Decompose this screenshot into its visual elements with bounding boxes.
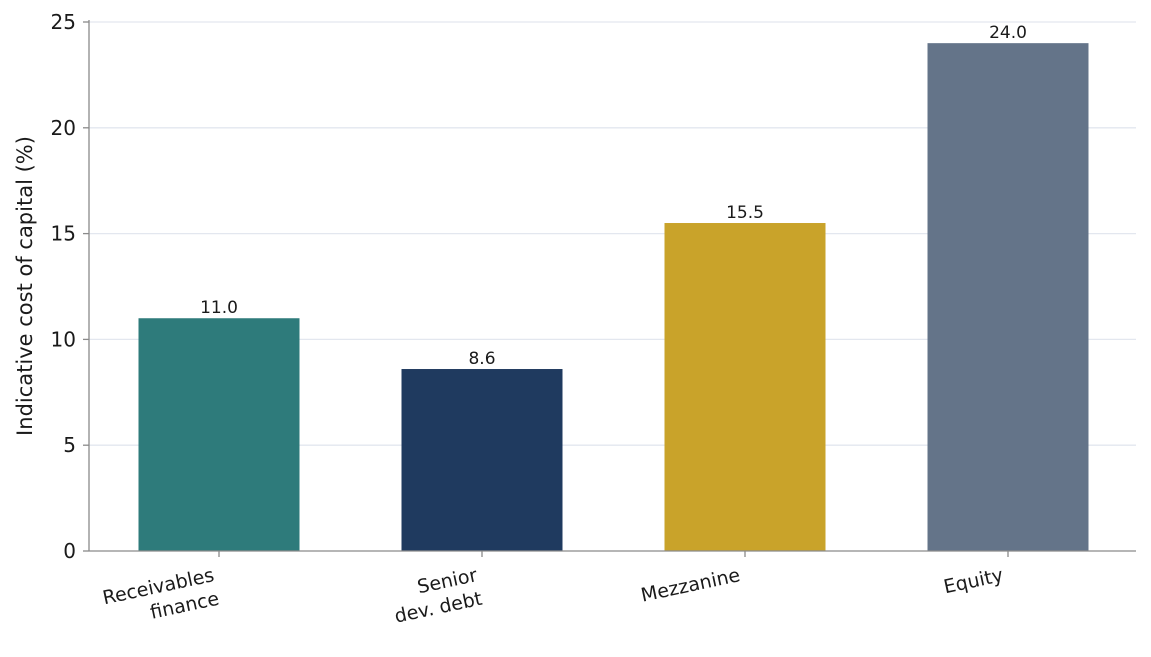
y-tick-label: 0 [63, 539, 76, 563]
y-ticks: 0 5 10 15 20 25 [51, 10, 89, 563]
data-label: 24.0 [989, 23, 1027, 43]
bar [927, 43, 1089, 551]
data-label: 11.0 [200, 298, 238, 318]
bar [401, 369, 563, 551]
bars [138, 43, 1089, 551]
y-tick-label: 5 [63, 433, 76, 457]
y-axis-title: Indicative cost of capital (%) [13, 136, 37, 436]
x-tick-label: Equity [942, 564, 1005, 598]
x-tick-label-line: Equity [942, 564, 1005, 598]
axes [88, 20, 1136, 552]
x-tick-label: Mezzanine [639, 564, 742, 606]
bar [138, 318, 300, 551]
y-tick-label: 20 [51, 116, 76, 140]
y-tick-label: 25 [51, 10, 76, 34]
y-tick-label: 15 [51, 222, 76, 246]
data-label: 8.6 [468, 349, 495, 369]
y-tick-label: 10 [51, 327, 76, 351]
x-tick-label-line: Mezzanine [639, 564, 742, 606]
bar [664, 223, 826, 551]
data-label: 15.5 [726, 203, 764, 223]
data-labels: 11.0 8.6 15.5 24.0 [200, 23, 1027, 369]
